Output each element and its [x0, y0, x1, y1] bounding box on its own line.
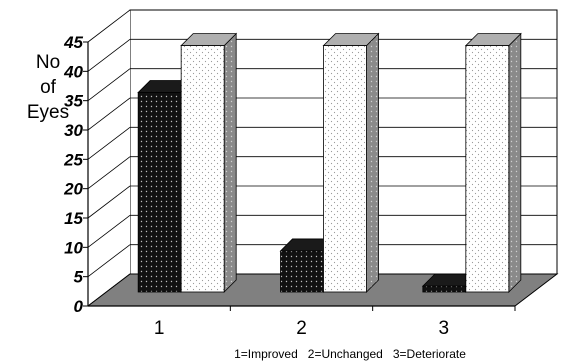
bars	[137, 32, 522, 293]
gridline-side	[87, 39, 131, 72]
y-tick-label: 45	[63, 33, 83, 52]
gridline-side	[87, 9, 131, 43]
x-tick-label: 2	[296, 318, 307, 339]
side-wall	[88, 10, 130, 306]
gridline-side	[87, 244, 131, 277]
y-tick-label: 25	[63, 150, 83, 169]
gridline-side	[87, 68, 131, 101]
y-axis-label-line-1: No	[36, 52, 60, 73]
y-tick-label: 10	[64, 238, 83, 257]
y-tick-label: 20	[63, 180, 83, 199]
y-tick-label: 30	[64, 121, 83, 140]
axes	[83, 41, 516, 311]
gridline-side	[87, 185, 131, 219]
y-tick-labels: 0 5 10 15 20 25 30 35 40 45	[63, 33, 83, 316]
x-tick-label: 3	[439, 318, 450, 339]
bar-side	[223, 32, 237, 293]
gridline-side	[87, 127, 131, 160]
bar-front	[180, 45, 225, 293]
gridline-side	[87, 97, 131, 131]
y-tick-label: 0	[74, 297, 84, 316]
y-tick-label: 35	[64, 92, 83, 111]
bar-side	[508, 32, 522, 293]
y-tick-label: 40	[63, 62, 83, 81]
y-axis-label-line-3: Eyes	[27, 102, 69, 123]
y-tick-label: 5	[74, 268, 84, 287]
x-tick-label: 1	[154, 318, 165, 339]
bar-series-2-cat-1	[180, 32, 238, 293]
bar-front	[422, 285, 467, 293]
gridline-side	[87, 156, 131, 189]
bar-front	[137, 92, 182, 293]
y-tick-label: 15	[64, 209, 83, 228]
bar-front	[465, 45, 510, 293]
gridline-side	[87, 215, 131, 248]
bar-series-2-cat-3	[464, 32, 522, 293]
bar-side	[366, 32, 379, 293]
bar-front	[280, 250, 324, 293]
bar-series-2-cat-2	[322, 32, 380, 293]
y-axis-label: No of Eyes	[27, 52, 69, 123]
x-axis-note: 1=Improved 2=Unchanged 3=Deteriorate	[234, 347, 466, 361]
y-axis-label-line-2: of	[40, 77, 57, 98]
x-tick-labels: 1 2 3	[154, 318, 449, 339]
bar-front	[323, 45, 367, 293]
